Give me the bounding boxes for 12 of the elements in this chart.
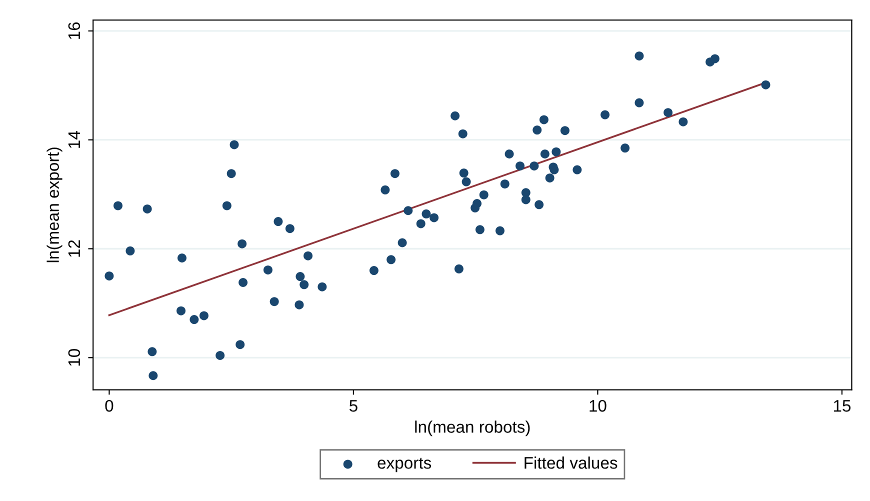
x-tick-label: 0 xyxy=(105,400,114,412)
x-tick-label: 10 xyxy=(590,400,606,412)
y-tick-label: 10 xyxy=(68,349,80,366)
y-tick-label: 12 xyxy=(68,240,80,257)
x-tick-label: 5 xyxy=(349,400,358,412)
y-tick-label: 16 xyxy=(68,22,80,39)
y-tick-label: 14 xyxy=(68,131,80,148)
x-tick-label: 15 xyxy=(834,400,851,412)
legend-label: exports xyxy=(378,458,432,472)
x-axis-title: ln(mean robots) xyxy=(415,420,530,436)
legend-label: Fitted values xyxy=(524,456,618,469)
y-axis-title: ln(mean export) xyxy=(46,148,62,262)
